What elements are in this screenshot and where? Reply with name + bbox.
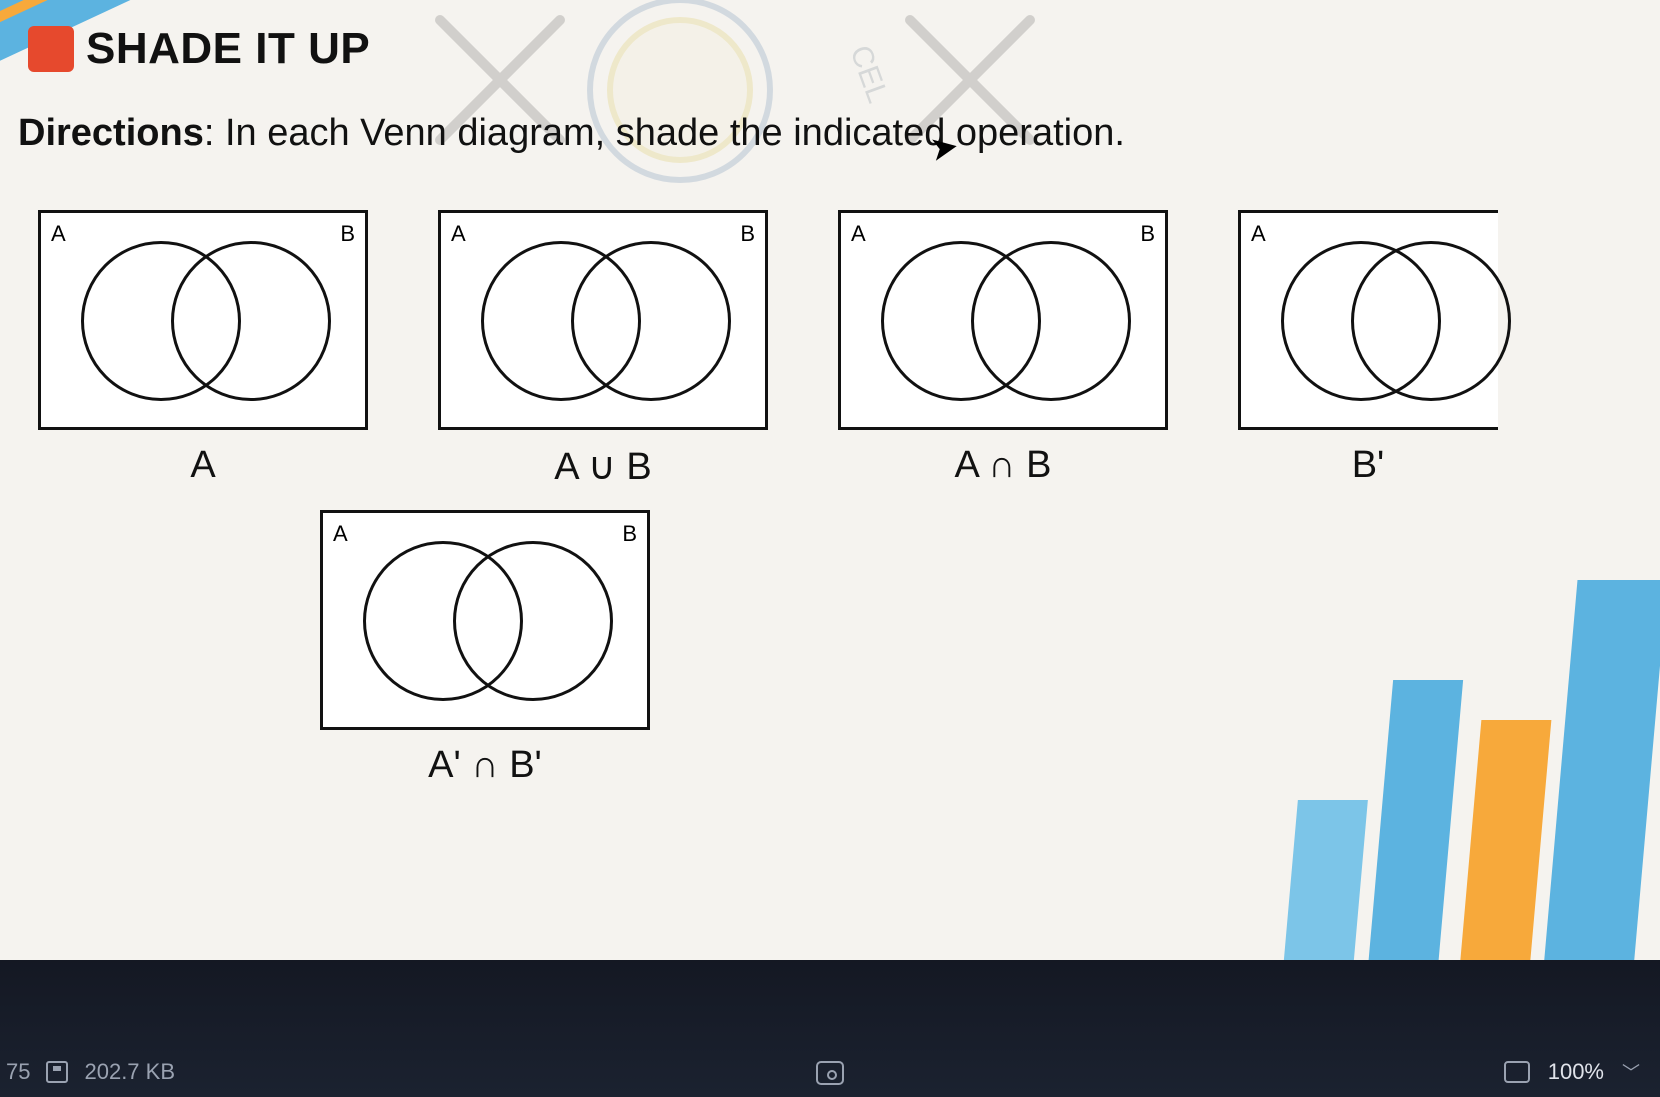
venn-box: A B — [438, 210, 768, 430]
status-right: 100% ﹀ — [1504, 1059, 1660, 1085]
zoom-level[interactable]: 100% — [1548, 1059, 1604, 1085]
title-row: SHADE IT UP — [28, 24, 370, 74]
venn-box: A — [1238, 210, 1498, 430]
set-a-label: A — [333, 521, 348, 547]
venn-item: A B A ∪ B — [438, 210, 768, 489]
save-icon[interactable] — [46, 1061, 68, 1083]
chevron-down-icon[interactable]: ﹀ — [1622, 1059, 1640, 1085]
set-a-label: A — [51, 221, 66, 247]
decorative-bars — [1240, 560, 1660, 960]
venn-caption: A ∪ B — [438, 444, 768, 489]
set-a-label: A — [851, 221, 866, 247]
venn-box: A B — [320, 510, 650, 730]
circle-b — [971, 241, 1131, 401]
directions-label: Directions — [18, 112, 204, 154]
status-center — [816, 1061, 844, 1085]
directions-body: : In each Venn diagram, shade the indica… — [204, 112, 1125, 154]
page-title: SHADE IT UP — [86, 24, 370, 74]
circle-b — [1351, 241, 1511, 401]
circle-b — [571, 241, 731, 401]
venn-caption: A' ∩ B' — [320, 744, 650, 787]
venn-box: A B — [38, 210, 368, 430]
venn-item: A B A' ∩ B' — [320, 510, 650, 787]
fullscreen-icon[interactable] — [1504, 1061, 1530, 1083]
set-b-label: B — [1140, 221, 1155, 247]
watermark-emblem: CEL — [380, 0, 1200, 190]
set-b-label: B — [340, 221, 355, 247]
title-square-icon — [28, 26, 74, 72]
slide-area: CEL SHADE IT UP Directions: In each Venn… — [0, 0, 1660, 960]
decorative-bar — [1367, 680, 1463, 960]
set-a-label: A — [1251, 221, 1266, 247]
circle-b — [171, 241, 331, 401]
status-bar: 75 202.7 KB 100% ﹀ — [0, 960, 1660, 1097]
status-left: 75 202.7 KB — [0, 1059, 175, 1085]
svg-text:CEL: CEL — [843, 41, 894, 107]
set-b-label: B — [740, 221, 755, 247]
capture-icon[interactable] — [816, 1061, 844, 1085]
circle-b — [453, 541, 613, 701]
set-b-label: B — [622, 521, 637, 547]
set-a-label: A — [451, 221, 466, 247]
filesize-label: 202.7 KB — [84, 1059, 175, 1085]
venn-box: A B — [838, 210, 1168, 430]
venn-item: A B A — [38, 210, 368, 489]
decorative-bar — [1459, 720, 1552, 960]
venn-item: A B' — [1238, 210, 1498, 489]
page-indicator: 75 — [6, 1059, 30, 1085]
decorative-bar — [1543, 580, 1660, 960]
venn-item: A B A ∩ B — [838, 210, 1168, 489]
venn-caption: A — [38, 444, 368, 487]
venn-caption: B' — [1238, 444, 1498, 487]
venn-caption: A ∩ B — [838, 444, 1168, 487]
decorative-bar — [1282, 800, 1368, 960]
venn-row: A B A A B A ∪ B A B A ∩ B — [38, 210, 1498, 489]
